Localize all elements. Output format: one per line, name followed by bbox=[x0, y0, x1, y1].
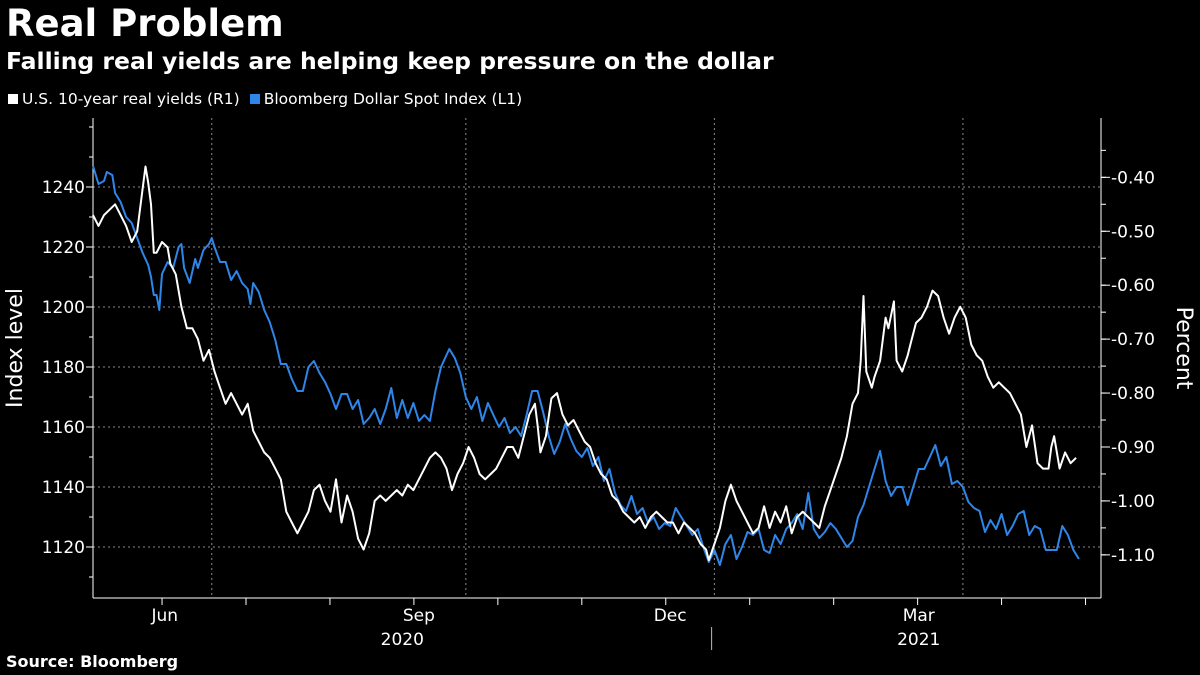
legend-swatch-real-yields bbox=[8, 94, 18, 104]
right-tick-label: -1.10 bbox=[1111, 546, 1155, 566]
x-tick-label: Dec bbox=[654, 606, 687, 626]
right-tick-label: -0.70 bbox=[1111, 330, 1155, 350]
left-tick-label: 1160 bbox=[42, 418, 85, 438]
right-tick-label: -0.50 bbox=[1111, 222, 1155, 242]
right-tick-label: -0.90 bbox=[1111, 438, 1155, 458]
legend-item-dollar-index: Bloomberg Dollar Spot Index (L1) bbox=[249, 90, 523, 108]
x-year-label: 2021 bbox=[897, 630, 940, 650]
x-tick-label: Jun bbox=[151, 606, 179, 626]
right-tick-label: -0.60 bbox=[1111, 276, 1155, 296]
left-axis-title: Index level bbox=[3, 288, 28, 408]
legend-item-real-yields: U.S. 10-year real yields (R1) bbox=[8, 90, 240, 108]
left-tick-label: 1240 bbox=[42, 178, 85, 198]
chart-subtitle: Falling real yields are helping keep pre… bbox=[6, 47, 774, 75]
chart-title: Real Problem bbox=[6, 2, 284, 45]
x-year-label: 2020 bbox=[381, 630, 424, 650]
dollar-index-line bbox=[92, 165, 1080, 566]
left-tick-label: 1180 bbox=[42, 358, 85, 378]
legend-swatch-dollar-index bbox=[249, 94, 260, 104]
real-yields-line bbox=[92, 165, 1077, 562]
legend-label-dollar-index: Bloomberg Dollar Spot Index (L1) bbox=[263, 90, 523, 108]
x-tick-label: Mar bbox=[903, 606, 935, 626]
right-tick-label: -0.80 bbox=[1111, 384, 1155, 404]
right-tick-label: -0.40 bbox=[1111, 168, 1155, 188]
source-note: Source: Bloomberg bbox=[6, 652, 179, 671]
x-tick-label: Sep bbox=[403, 606, 435, 626]
left-tick-label: 1140 bbox=[42, 478, 85, 498]
right-axis-title: Percent bbox=[1171, 307, 1196, 390]
legend-label-real-yields: U.S. 10-year real yields (R1) bbox=[22, 90, 240, 108]
right-tick-label: -1.00 bbox=[1111, 492, 1155, 512]
left-tick-label: 1220 bbox=[42, 238, 85, 258]
left-tick-label: 1200 bbox=[42, 298, 85, 318]
legend: U.S. 10-year real yields (R1) Bloomberg … bbox=[8, 90, 532, 108]
left-tick-label: 1120 bbox=[42, 538, 85, 558]
